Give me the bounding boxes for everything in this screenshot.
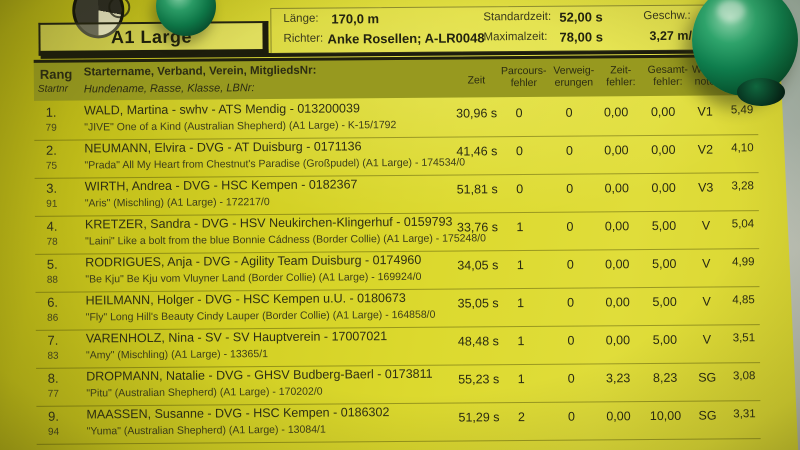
- header-rang: Rang: [39, 66, 73, 82]
- cell-rank: 3.: [46, 180, 58, 196]
- cell-parcoursfehler: 1: [517, 334, 525, 349]
- cell-ms: 5,04: [731, 218, 755, 231]
- cell-competitor: MAASSEN, Susanne - DVG - HSC Kempen - 01…: [86, 405, 390, 422]
- cell-verweigerungen: 0: [566, 219, 574, 234]
- cell-ms: 3,28: [731, 180, 754, 193]
- cell-startnr: 75: [45, 160, 58, 172]
- cell-competitor: NEUMANN, Elvira - DVG - AT Duisburg - 01…: [84, 139, 362, 156]
- cell-dog: "Be Kju" Be Kju vom Vluyner Land (Border…: [85, 270, 422, 286]
- cell-ms: 3,31: [733, 408, 756, 421]
- laenge-label: Länge:: [283, 12, 319, 25]
- cell-verweigerungen: 0: [567, 371, 575, 386]
- cell-startnr: 77: [47, 388, 59, 400]
- cell-startnr: 83: [47, 350, 59, 362]
- header-starter-line: Startername, Verband, Verein, MitgliedsN…: [83, 64, 317, 79]
- cell-dog: "Fly" Long Hill's Beauty Cindy Lauper (B…: [85, 308, 436, 324]
- cell-verweigerungen: 0: [566, 181, 574, 196]
- cell-zeitfehler: 0,00: [605, 333, 631, 348]
- cell-competitor: KRETZER, Sandra - DVG - HSV Neukirchen-K…: [84, 214, 453, 232]
- header-startnr: Startnr: [37, 83, 68, 95]
- cell-rank: 6.: [47, 294, 59, 310]
- cell-parcoursfehler: 0: [515, 144, 523, 159]
- table-row: 9. 94 MAASSEN, Susanne - DVG - HSC Kempe…: [36, 400, 760, 445]
- cell-verweigerungen: 0: [565, 143, 573, 158]
- maximalzeit-label: Maximalzeit:: [483, 30, 548, 44]
- maximalzeit-value: 78,00 s: [559, 29, 603, 45]
- cell-rank: 9.: [47, 408, 59, 424]
- cell-rank: 1.: [45, 104, 57, 120]
- standardzeit-value: 52,00 s: [559, 9, 603, 25]
- cell-competitor: WALD, Martina - swhv - ATS Mendig - 0132…: [84, 101, 360, 118]
- cell-zeitfehler: 0,00: [604, 219, 630, 234]
- cell-verweigerungen: 0: [566, 257, 574, 272]
- geschwindigkeit-label: Geschw.:: [643, 9, 691, 23]
- cell-parcoursfehler: 1: [517, 296, 525, 311]
- cell-rank: 7.: [47, 332, 59, 348]
- cell-parcoursfehler: 1: [517, 372, 525, 387]
- cell-ms: 4,10: [731, 142, 754, 155]
- cell-competitor: WIRTH, Andrea - DVG - HSC Kempen - 01823…: [84, 177, 358, 194]
- table-header: Rang Startnr Startername, Verband, Verei…: [34, 54, 758, 101]
- cell-dog: "Amy" (Mischling) (A1 Large) - 13365/1: [85, 348, 268, 362]
- cell-startnr: 79: [45, 122, 57, 134]
- cell-zeitfehler: 0,00: [606, 409, 631, 424]
- cell-dog: "JIVE" One of a Kind (Australian Shepher…: [84, 119, 397, 134]
- cell-dog: "Laini" Like a bolt from the blue Bonnie…: [85, 232, 486, 248]
- richter-label: Richter:: [283, 32, 324, 45]
- cell-ms: 4,99: [732, 256, 755, 269]
- cell-parcoursfehler: 1: [516, 258, 524, 273]
- cell-parcoursfehler: 2: [517, 410, 526, 425]
- cell-ms: 3,51: [732, 332, 756, 345]
- richter-value: Anke Rosellen; A-LR0048: [327, 30, 485, 47]
- cell-rank: 5.: [46, 256, 58, 272]
- logo-ring-icon: [108, 0, 130, 18]
- cell-dog: "Aris" (Mischling) (A1 Large) - 172217/0: [84, 196, 270, 210]
- cell-rank: 2.: [45, 142, 57, 158]
- cell-startnr: 78: [46, 236, 58, 248]
- cell-ms: 3,08: [732, 370, 756, 383]
- cell-verweigerungen: 0: [567, 295, 575, 310]
- laenge-value: 170,0 m: [331, 11, 380, 27]
- class-title-box: A1 Large: [38, 21, 268, 56]
- cell-rank: 8.: [47, 370, 59, 386]
- pushpin-icon: [692, 0, 798, 107]
- cell-startnr: 91: [46, 198, 58, 210]
- cell-parcoursfehler: 0: [515, 106, 523, 121]
- cell-startnr: 86: [47, 312, 59, 324]
- cell-zeitfehler: 0,00: [605, 257, 630, 272]
- cell-zeitfehler: 0,00: [604, 143, 629, 158]
- cell-dog: "Yuma" (Australian Shepherd) (A1 Large) …: [86, 423, 326, 438]
- cell-zeitfehler: 0,00: [603, 105, 629, 120]
- cell-competitor: RODRIGUES, Anja - DVG - Agility Team Dui…: [85, 252, 422, 270]
- cell-startnr: 94: [47, 426, 60, 438]
- header-dog-line: Hundename, Rasse, Klasse, LBNr:: [83, 82, 255, 96]
- cell-parcoursfehler: 1: [516, 220, 524, 235]
- cell-competitor: HEILMANN, Holger - DVG - HSC Kempen u.U.…: [85, 290, 406, 308]
- standardzeit-label: Standardzeit:: [483, 10, 552, 24]
- cell-competitor: DROPMANN, Natalie - DVG - GHSV Budberg-B…: [86, 366, 433, 384]
- cell-zeitfehler: 0,00: [605, 295, 630, 310]
- cell-competitor: VARENHOLZ, Nina - SV - SV Hauptverein - …: [85, 329, 388, 346]
- cell-zeitfehler: 3,23: [605, 371, 631, 386]
- cell-dog: "Pitu" (Australian Shepherd) (A1 Large) …: [86, 385, 323, 400]
- cell-verweigerungen: 0: [565, 105, 573, 120]
- cell-parcoursfehler: 0: [516, 182, 524, 197]
- course-info-box: Länge: 170,0 m Richter: Anke Rosellen; A…: [270, 4, 764, 54]
- cell-startnr: 88: [46, 274, 59, 286]
- cell-ms: 4,85: [732, 294, 755, 307]
- cell-dog: "Prada" All My Heart from Chestnut's Par…: [84, 156, 466, 172]
- cell-verweigerungen: 0: [567, 333, 575, 348]
- cell-zeitfehler: 0,00: [604, 181, 629, 196]
- cell-rank: 4.: [46, 218, 58, 234]
- cell-verweigerungen: 0: [567, 409, 576, 424]
